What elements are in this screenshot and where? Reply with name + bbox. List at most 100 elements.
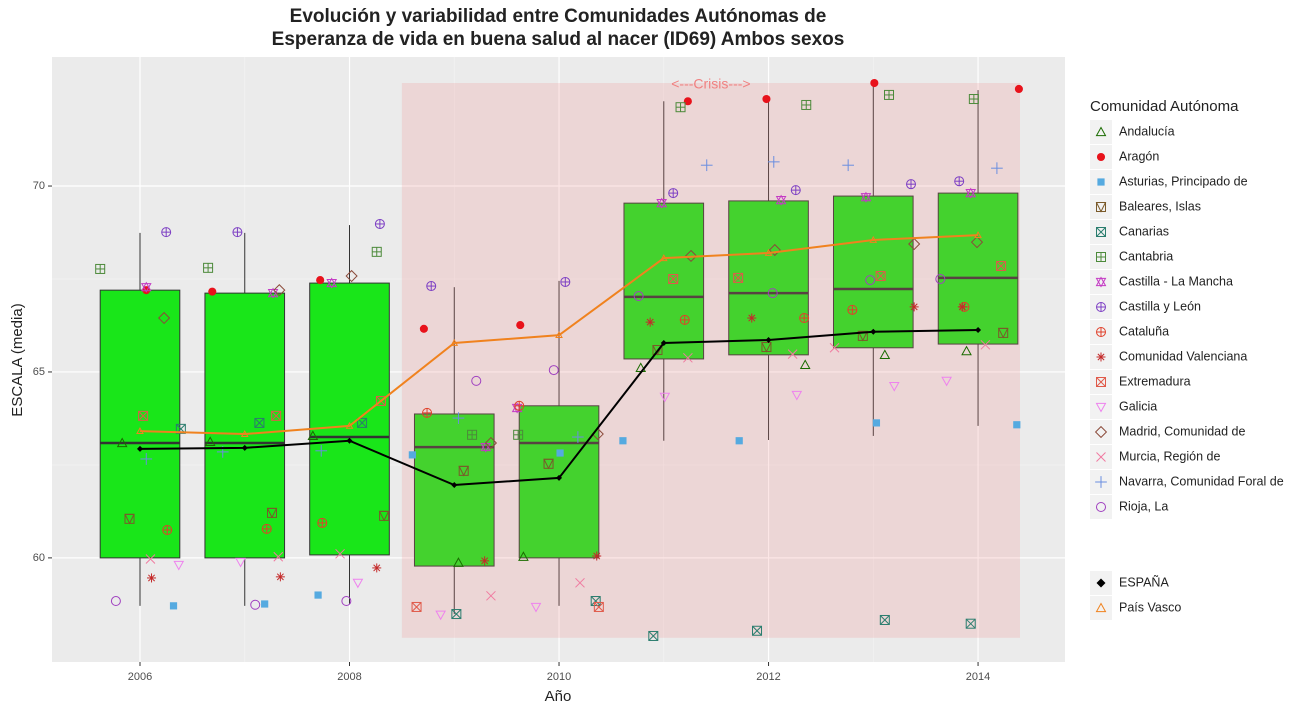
marker-part	[974, 231, 982, 239]
point	[352, 578, 364, 589]
marker-part	[453, 557, 464, 567]
marker-part	[204, 436, 216, 446]
point	[261, 600, 269, 608]
point	[204, 436, 216, 446]
marker-part	[684, 249, 698, 263]
marker-part	[656, 199, 668, 209]
point	[970, 236, 984, 249]
legend-symbol	[1095, 202, 1107, 213]
marker-part	[124, 513, 135, 525]
point	[761, 342, 772, 353]
marker-part	[471, 375, 482, 386]
marker-part	[633, 291, 644, 302]
marker-part	[271, 410, 282, 421]
marker-part	[762, 94, 771, 104]
marker-part	[870, 328, 877, 335]
point	[140, 281, 152, 293]
marker-part	[683, 97, 692, 106]
point	[572, 431, 584, 443]
point	[140, 453, 153, 465]
point	[357, 417, 368, 428]
marker-part	[590, 596, 601, 606]
marker-part	[408, 451, 416, 459]
marker-part	[250, 599, 261, 610]
point	[659, 392, 671, 403]
point	[1014, 84, 1023, 94]
point	[275, 572, 285, 582]
legend-label: Extremadura	[1119, 374, 1191, 388]
marker-part	[271, 410, 282, 421]
marker-part	[458, 465, 470, 477]
marker-part	[575, 577, 585, 588]
marker-part	[764, 248, 773, 256]
marker-part	[208, 287, 217, 296]
marker-part	[411, 601, 422, 612]
point	[799, 313, 810, 324]
legend-symbol	[1094, 425, 1108, 439]
box	[204, 292, 286, 559]
point	[683, 97, 692, 106]
point	[267, 287, 279, 299]
marker-part	[668, 274, 679, 284]
marker-part	[240, 430, 249, 437]
marker-part	[752, 625, 762, 636]
legend-symbol	[1095, 402, 1107, 413]
point	[235, 557, 246, 568]
point	[762, 94, 771, 104]
box	[99, 289, 181, 559]
marker-part	[173, 560, 185, 571]
point	[345, 269, 358, 283]
point	[161, 227, 172, 238]
line-marker	[765, 336, 772, 343]
marker-part	[1096, 452, 1106, 462]
point	[341, 596, 352, 607]
marker-part	[865, 275, 876, 286]
box	[309, 282, 390, 556]
point	[518, 551, 529, 561]
point	[767, 156, 780, 168]
marker-part	[735, 437, 743, 445]
point	[675, 102, 686, 113]
marker-part	[965, 188, 977, 199]
marker-part	[733, 272, 744, 283]
legend-symbol	[1096, 452, 1106, 462]
point	[316, 276, 325, 285]
marker-part	[345, 269, 358, 283]
legend-label: Baleares, Islas	[1119, 199, 1201, 213]
marker-part	[556, 449, 564, 457]
point	[847, 304, 858, 315]
marker-part	[530, 602, 542, 613]
point	[799, 359, 811, 369]
marker-part	[775, 196, 787, 206]
point	[865, 275, 876, 286]
marker-part	[169, 602, 178, 610]
y-tick-label: 65	[33, 366, 45, 378]
marker-part	[748, 314, 756, 322]
line-marker	[659, 254, 668, 262]
legend-label: Rioja, La	[1119, 499, 1168, 513]
point	[619, 437, 627, 445]
marker-part	[266, 507, 278, 519]
marker-part	[140, 283, 152, 293]
marker-part	[652, 345, 663, 356]
legend-label: Canarias	[1119, 224, 1169, 238]
box	[832, 195, 914, 349]
marker-part	[910, 303, 918, 311]
marker-part	[273, 284, 286, 297]
marker-part	[787, 349, 798, 359]
point	[110, 596, 121, 607]
marker-part	[326, 278, 338, 289]
x-tick-label: 2006	[128, 671, 152, 683]
point	[575, 577, 585, 588]
marker-part	[451, 481, 458, 488]
marker-part	[341, 596, 352, 607]
point	[645, 317, 655, 327]
point	[314, 591, 322, 599]
line-marker	[345, 421, 354, 429]
marker-part	[660, 339, 667, 346]
point	[273, 551, 284, 562]
point	[514, 400, 525, 411]
line-marker	[764, 248, 773, 256]
marker-part	[872, 419, 881, 427]
